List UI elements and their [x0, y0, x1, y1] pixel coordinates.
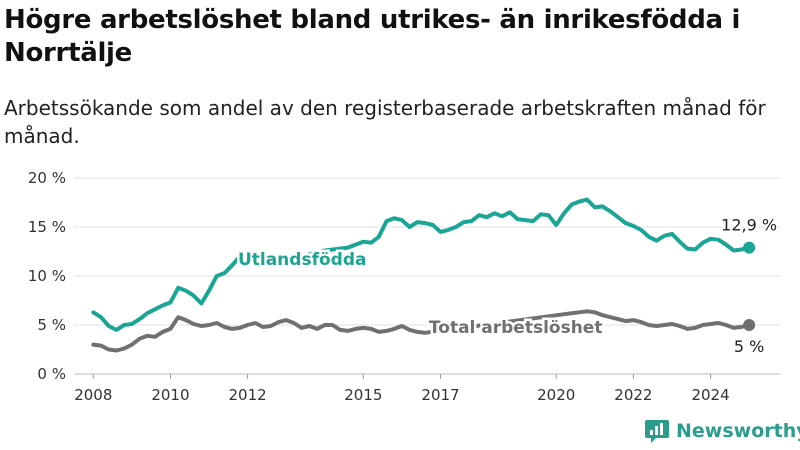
chart-subtitle: Arbetssökande som andel av den registerb…	[4, 96, 766, 148]
x-tick-label: 2010	[151, 386, 189, 404]
line-chart: 0 % 5 % 10 % 15 % 20 % 2008 2010 2012 2015 2017 20…	[28, 169, 780, 404]
series-line-foreign	[91, 197, 752, 332]
newsworthy-logo: Newsworthy	[644, 418, 800, 444]
x-tick-label: 2020	[537, 386, 575, 404]
chart-title: Högre arbetslöshet bland utrikes- än inr…	[4, 5, 741, 68]
newsworthy-chart-icon	[645, 420, 669, 443]
brand-name: Newsworthy	[676, 420, 800, 442]
series-line-total	[91, 309, 752, 353]
y-tick-label: 15 %	[28, 218, 66, 236]
end-point-foreign	[743, 241, 756, 254]
end-point-total	[743, 319, 756, 331]
x-tick-label: 2024	[691, 386, 729, 404]
x-tick-label: 2008	[74, 386, 112, 404]
x-tick-label: 2022	[614, 386, 652, 404]
end-label-foreign: 12,9 %	[721, 216, 777, 235]
y-tick-label: 20 %	[28, 169, 66, 187]
y-tick-label: 5 %	[37, 316, 66, 334]
x-tick-label: 2015	[344, 386, 382, 404]
series-label-foreign: Utlandsfödda	[238, 250, 367, 270]
x-tick-label: 2017	[421, 386, 459, 404]
y-tick-label: 0 %	[37, 365, 66, 383]
end-label-total: 5 %	[734, 337, 764, 356]
series-label-total: Total arbetslöshet	[429, 318, 603, 338]
x-tick-label: 2012	[229, 386, 267, 404]
y-tick-label: 10 %	[28, 267, 66, 285]
